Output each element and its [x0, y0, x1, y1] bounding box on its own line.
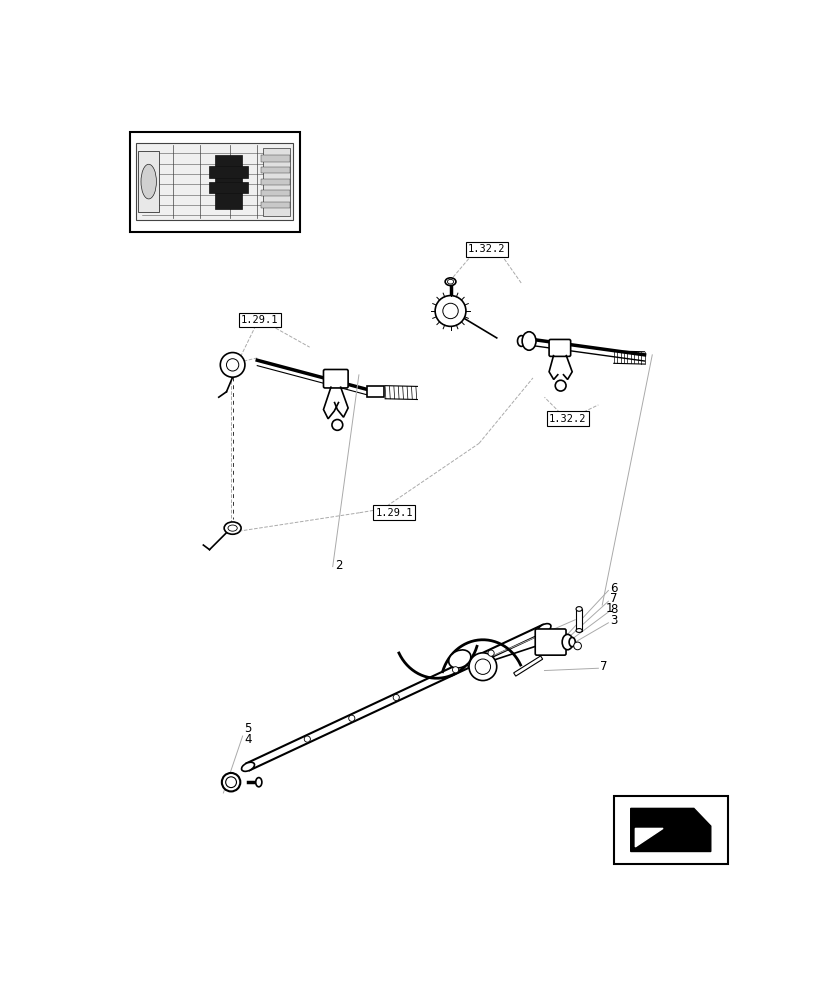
Bar	[261, 190, 290, 196]
Text: 5: 5	[244, 722, 251, 735]
Bar	[576, 609, 581, 631]
Circle shape	[393, 694, 399, 701]
Ellipse shape	[141, 164, 156, 199]
Ellipse shape	[562, 634, 572, 650]
Bar	[262, 148, 289, 216]
Text: 2: 2	[335, 559, 342, 572]
Text: 4: 4	[244, 733, 251, 746]
Circle shape	[348, 715, 355, 721]
Ellipse shape	[538, 624, 550, 633]
Ellipse shape	[447, 279, 453, 284]
Circle shape	[226, 777, 237, 788]
Polygon shape	[630, 808, 710, 852]
Text: 8: 8	[609, 603, 617, 616]
Bar	[138, 151, 160, 212]
Circle shape	[227, 359, 238, 371]
Circle shape	[220, 353, 245, 377]
Circle shape	[487, 650, 494, 656]
Text: 3: 3	[609, 614, 617, 627]
Bar	[261, 155, 290, 162]
Ellipse shape	[227, 525, 237, 531]
Bar	[130, 132, 299, 232]
Circle shape	[442, 303, 457, 319]
Ellipse shape	[241, 762, 254, 771]
Text: 1.32.2: 1.32.2	[467, 244, 504, 254]
Ellipse shape	[576, 629, 581, 632]
Bar	[209, 166, 247, 178]
Circle shape	[435, 296, 466, 326]
Text: 1.29.1: 1.29.1	[375, 508, 413, 518]
Circle shape	[573, 642, 581, 650]
Ellipse shape	[256, 778, 261, 787]
Ellipse shape	[576, 607, 581, 611]
Ellipse shape	[224, 522, 241, 534]
Bar	[261, 179, 290, 185]
Bar	[214, 155, 242, 209]
Bar	[261, 167, 290, 173]
Text: 7: 7	[609, 592, 617, 605]
Bar	[613, 796, 727, 864]
Circle shape	[304, 736, 310, 742]
Ellipse shape	[445, 278, 456, 286]
Circle shape	[555, 380, 566, 391]
Text: 1.29.1: 1.29.1	[241, 315, 278, 325]
Circle shape	[475, 659, 490, 674]
Circle shape	[222, 773, 240, 791]
Ellipse shape	[522, 332, 535, 350]
Bar	[513, 656, 542, 676]
Text: 7: 7	[600, 660, 607, 673]
FancyBboxPatch shape	[323, 369, 347, 388]
Circle shape	[468, 653, 496, 681]
Circle shape	[332, 420, 342, 430]
Text: 6: 6	[609, 582, 617, 595]
Polygon shape	[634, 828, 662, 847]
FancyBboxPatch shape	[548, 339, 570, 356]
FancyBboxPatch shape	[534, 629, 566, 655]
Bar	[367, 386, 384, 397]
Ellipse shape	[568, 637, 575, 647]
Circle shape	[452, 667, 458, 673]
Ellipse shape	[517, 336, 524, 346]
Text: 1: 1	[605, 602, 613, 615]
Ellipse shape	[448, 650, 471, 668]
Bar	[136, 143, 293, 220]
Bar	[261, 202, 290, 208]
Bar	[209, 182, 247, 193]
Text: 1.32.2: 1.32.2	[548, 414, 586, 424]
